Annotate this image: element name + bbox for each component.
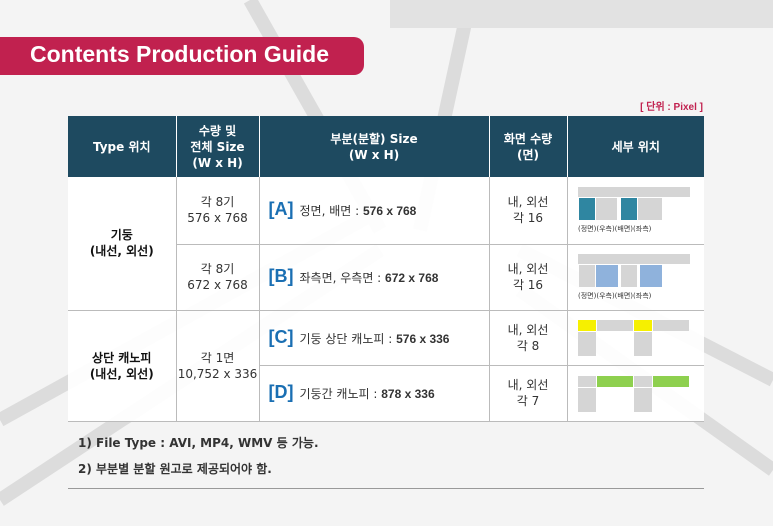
pillar-front-back-diagram: (정면)(우측)(배면)(좌측) [577,187,690,233]
header-screen-count: 화면 수량 (면) [489,116,568,177]
table-row: 기둥 (내선, 외선) 각 8기 576 x 768 [A] 정면, 배면 : 5… [68,177,704,311]
detail-diagram-cell: (정면)(우측)(배면)(좌측) [567,177,704,245]
header-detail-position: 세부 위치 [567,116,704,177]
table-row: [D] 기둥간 캐노피 : 878 x 336 내, 외선 각 7 [68,365,704,422]
pillar-side-diagram: (정면)(우측)(배면)(좌측) [577,254,690,300]
qty-cell: 각 1면 10,752 x 336 [176,310,260,422]
screen-count-cell: 내, 외선 각 16 [489,244,568,311]
title-banner: Contents Production Guide [0,37,364,75]
part-size-cell: [C] 기둥 상단 캐노피 : 576 x 336 [259,310,490,366]
pillar-top-canopy-diagram [577,319,689,356]
header-part-size: 부분(분할) Size (W x H) [259,116,490,177]
inter-pillar-canopy-diagram [577,376,689,412]
detail-diagram-cell [567,310,704,366]
header-type: Type 위치 [68,116,177,177]
type-cell-pillar: 기둥 (내선, 외선) [68,177,177,311]
diagram-labels: (정면)(우측)(배면)(좌측) [578,224,652,233]
table-header-row: Type 위치 수량 및 전체 Size (W x H) 부분(분할) Size… [68,116,704,177]
detail-diagram-cell [567,365,704,422]
detail-diagram-cell: (정면)(우측)(배면)(좌측) [567,244,704,311]
notes-section: 1) File Type : AVI, MP4, WMV 등 가능. 2) 부분… [78,434,319,486]
notes-divider [68,488,704,489]
screen-count-cell: 내, 외선 각 7 [489,365,568,422]
part-size-cell: [B] 좌측면, 우측면 : 672 x 768 [259,244,490,311]
type-cell-canopy: 상단 캐노피 (내선, 외선) [68,310,177,422]
diagram-labels: (정면)(우측)(배면)(좌측) [578,291,652,300]
table-row: 각 8기 672 x 768 [B] 좌측면, 우측면 : 672 x 768 내… [68,244,704,311]
qty-cell: 각 8기 576 x 768 [176,177,260,245]
part-size-cell: [A] 정면, 배면 : 576 x 768 [259,177,490,245]
production-guide-table: Type 위치 수량 및 전체 Size (W x H) 부분(분할) Size… [68,116,704,422]
note-split-source: 2) 부분별 분할 원고로 제공되어야 함. [78,462,272,476]
page-title: Contents Production Guide [30,41,329,67]
qty-cell: 각 8기 672 x 768 [176,244,260,311]
unit-label: [ 단위 : Pixel ] [640,102,703,113]
part-size-cell: [D] 기둥간 캐노피 : 878 x 336 [259,365,490,422]
table-row: 상단 캐노피 (내선, 외선) 각 1면 10,752 x 336 [C] 기둥 … [68,310,704,422]
header-size: 수량 및 전체 Size (W x H) [176,116,260,177]
screen-count-cell: 내, 외선 각 16 [489,177,568,245]
screen-count-cell: 내, 외선 각 8 [489,310,568,366]
note-file-type: 1) File Type : AVI, MP4, WMV 등 가능. [78,436,319,450]
